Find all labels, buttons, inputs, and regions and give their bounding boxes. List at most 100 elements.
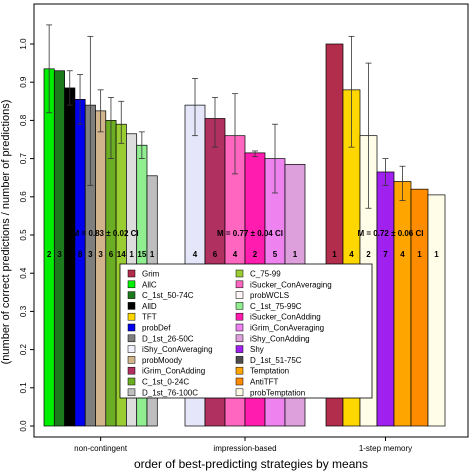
legend-swatch [235,323,244,332]
x-axis: non-contingent impression-based 1-step mem… [74,437,412,453]
bar-count-label: 6 [213,250,218,259]
legend-label: probDef [142,324,171,333]
bar [95,110,107,427]
legend-swatch [235,388,244,397]
x-tick-label: non-contingent [74,444,128,453]
legend-label: iShy_ConAdding [250,334,310,343]
bar-count-label: 6 [109,250,114,259]
legend-item: C_1st_75-99C [235,302,302,311]
bar-count-label: 3 [57,250,62,259]
bar [43,68,55,427]
bar-count-label: 2 [253,250,258,259]
legend-label: AllD [142,302,157,311]
legend-label: AllC [142,280,157,289]
legend-box [119,263,373,399]
legend-label: Temptation [250,367,289,376]
bar-count-label: 5 [273,250,278,259]
legend-swatch [235,345,244,353]
legend-item: D_1st_51-75C [235,356,302,365]
legend-swatch [127,388,136,397]
legend-swatch [127,312,136,321]
legend-label: Shy [250,345,264,354]
bar-count-label: 4 [233,250,238,259]
legend-item: Shy [235,345,264,354]
bar [376,171,395,427]
y-tick-label: 0.9 [19,76,28,88]
legend-label: C_1st_75-99C [250,302,302,311]
annotations: 2 3 36 8 3 3 6 14 1 15 1M = 0.83 ± 0.02 CI4 6 4 2 5 1M … [47,229,439,259]
y-axis: 0.0 0.1 0.2 0.3 0.4 0.5 0.6 0.7 0.8 0.9 1.0 [19,38,34,432]
legend-swatch [235,356,244,364]
legend-item: AllC [127,280,157,289]
legend-item: D_1st_76-100C [127,388,198,397]
legend-item: probWCLS [235,291,289,300]
y-tick-label: 0.6 [19,191,28,203]
legend-item: C_75-99 [235,270,281,279]
bar-count-label: 3 [88,250,93,259]
legend-swatch [235,366,244,375]
legend-item: Temptation [235,366,289,376]
group-annotation: M = 0.72 ± 0.06 CI [358,229,424,238]
group-annotation: M = 0.83 ± 0.02 CI [73,229,139,238]
y-tick-label: 0.1 [19,382,28,394]
legend-label: TFT [142,313,157,322]
legend-item: iGrim_ConAdding [127,366,205,376]
x-axis-label: order of best-predicting strategies by m… [134,457,368,471]
legend-swatch [127,280,136,289]
legend-label: C_1st_0-24C [142,378,189,387]
x-tick-label: 1-step memory [359,444,412,453]
legend-swatch [127,291,136,299]
y-tick-label: 0.3 [19,305,28,317]
legend-swatch [127,323,136,332]
legend-label: D_1st_51-75C [250,356,302,365]
legend-label: iSucker_ConAveraging [250,280,332,289]
legend-label: iGrim_ConAveraging [250,324,324,333]
legend-swatch [127,345,136,353]
y-tick-label: 1.0 [19,38,28,50]
legend-item: iSucker_ConAdding [235,312,321,322]
legend-swatch [235,291,244,299]
legend-label: Grim [142,270,160,279]
legend-item: iSucker_ConAveraging [235,280,332,289]
legend-swatch [235,312,244,321]
plot-frame [33,3,469,438]
bar-count-label: 14 [117,250,126,259]
y-tick-label: 0.0 [19,420,28,432]
y-tick-label: 0.4 [19,267,28,279]
legend-swatch [235,334,244,343]
bar-count-label: 2 [47,250,52,259]
bar-count-label: 1 [129,250,134,259]
bar [393,181,412,427]
legend-label: iGrim_ConAdding [142,367,205,376]
y-axis-label: (number of correct predictions / number … [0,100,12,365]
bar-count-label: 15 [137,250,146,259]
bar-count-label: 36 [65,250,74,259]
legend-item: C_1st_0-24C [127,377,189,387]
legend-item: Grim [127,269,160,279]
bar-count-label: 4 [349,250,354,259]
bar-count-label: 4 [400,250,405,259]
bar [53,70,65,427]
legend-swatch [127,334,136,343]
group-annotation: M = 0.77 ± 0.04 CI [217,229,283,238]
legend-item: AllD [127,302,157,311]
legend-swatch [127,269,136,278]
legend-swatch [127,356,136,364]
legend-swatch [235,280,244,289]
bar-count-label: 4 [193,250,198,259]
legend-label: probTemptation [250,388,305,397]
legend-label: iSucker_ConAdding [250,313,321,322]
legend-swatch [127,366,136,375]
y-tick-label: 0.5 [19,229,28,241]
x-tick-label: impression-based [213,444,276,453]
legend-label: probMoody [142,356,182,365]
legend-swatch [235,377,244,386]
bar [410,188,429,427]
legend-label: iShy_ConAveraging [142,345,213,354]
bar-count-label: 2 [366,250,371,259]
legend-item: probTemptation [235,388,305,397]
legend-swatch [235,302,244,310]
legend-swatch [127,377,136,386]
bar [105,120,117,427]
